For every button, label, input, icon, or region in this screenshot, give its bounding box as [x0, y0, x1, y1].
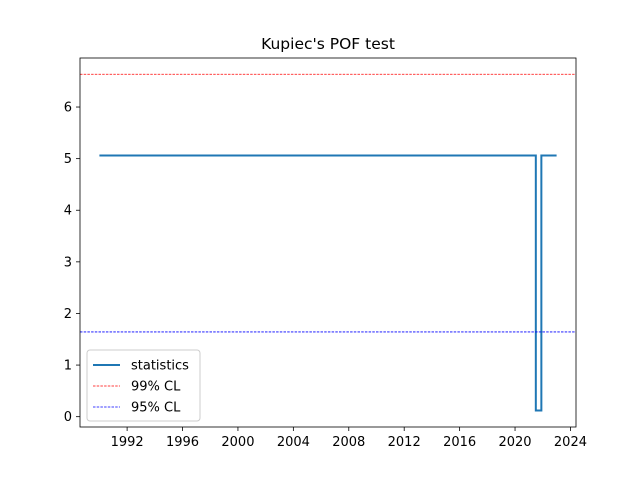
x-tick-label: 1992: [111, 435, 144, 450]
axes-frame: [79, 57, 577, 428]
series-line-statistics: [99, 154, 557, 412]
x-tick-label: 2024: [554, 435, 587, 450]
chart-title: Kupiec's POF test: [261, 35, 395, 53]
x-tick-label: 2008: [332, 435, 365, 450]
legend-label-99-cl: 99% CL: [131, 380, 181, 395]
x-tick-label: 1996: [166, 435, 199, 450]
legend: statistics 99% CL 95% CL: [86, 349, 201, 422]
x-tick-label: 2020: [498, 435, 531, 450]
y-tick-label: 1: [64, 359, 72, 374]
y-tick-label: 2: [64, 307, 72, 322]
x-tick-label: 2004: [277, 435, 310, 450]
axes: 1992 1996 2000 2004 2008 2012 2016 2020 2024 0 1 2 3…: [64, 57, 587, 450]
y-tick-label: 4: [64, 204, 72, 219]
x-tick-label: 2012: [388, 435, 421, 450]
y-tick-label: 5: [64, 152, 72, 167]
x-tick-label: 2016: [443, 435, 476, 450]
plot-area: [80, 73, 576, 412]
legend-label-statistics: statistics: [131, 359, 189, 374]
legend-label-95-cl: 95% CL: [131, 401, 181, 416]
y-tick-label: 0: [64, 410, 72, 425]
y-tick-label: 6: [64, 101, 72, 116]
legend-box: [86, 349, 201, 422]
x-tick-label: 2000: [221, 435, 254, 450]
y-tick-label: 3: [64, 255, 72, 270]
